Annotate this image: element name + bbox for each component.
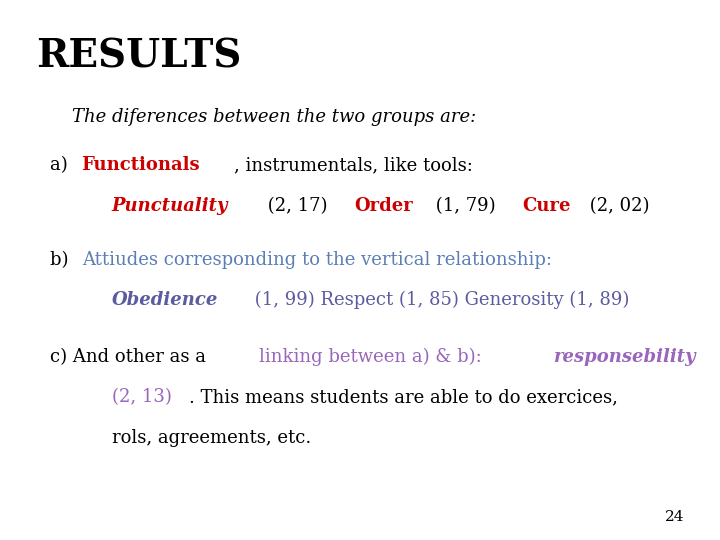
Text: a): a) — [50, 156, 74, 174]
Text: (2, 17): (2, 17) — [262, 197, 333, 214]
Text: Punctuality: Punctuality — [112, 197, 228, 214]
Text: linking between a) & b):: linking between a) & b): — [259, 348, 487, 366]
Text: (1, 79): (1, 79) — [430, 197, 501, 214]
Text: Functionals: Functionals — [81, 156, 199, 174]
Text: Obedience: Obedience — [112, 291, 218, 309]
Text: , instrumentals, like tools:: , instrumentals, like tools: — [234, 156, 472, 174]
Text: Cure: Cure — [522, 197, 570, 214]
Text: . This means students are able to do exercices,: . This means students are able to do exe… — [189, 388, 618, 406]
Text: RESULTS: RESULTS — [36, 38, 241, 76]
Text: (2, 02): (2, 02) — [585, 197, 650, 214]
Text: rols, agreements, etc.: rols, agreements, etc. — [112, 429, 311, 447]
Text: 24: 24 — [665, 510, 684, 524]
Text: (1, 99) Respect (1, 85) Generosity (1, 89): (1, 99) Respect (1, 85) Generosity (1, 8… — [249, 291, 629, 309]
Text: responsebility: responsebility — [554, 348, 696, 366]
Text: c) And other as a: c) And other as a — [50, 348, 212, 366]
Text: Order: Order — [354, 197, 413, 214]
Text: The diferences between the two groups are:: The diferences between the two groups ar… — [72, 107, 476, 125]
Text: Attiudes corresponding to the vertical relationship:: Attiudes corresponding to the vertical r… — [81, 251, 552, 268]
Text: (2, 13): (2, 13) — [112, 388, 171, 406]
Text: b): b) — [50, 251, 75, 268]
